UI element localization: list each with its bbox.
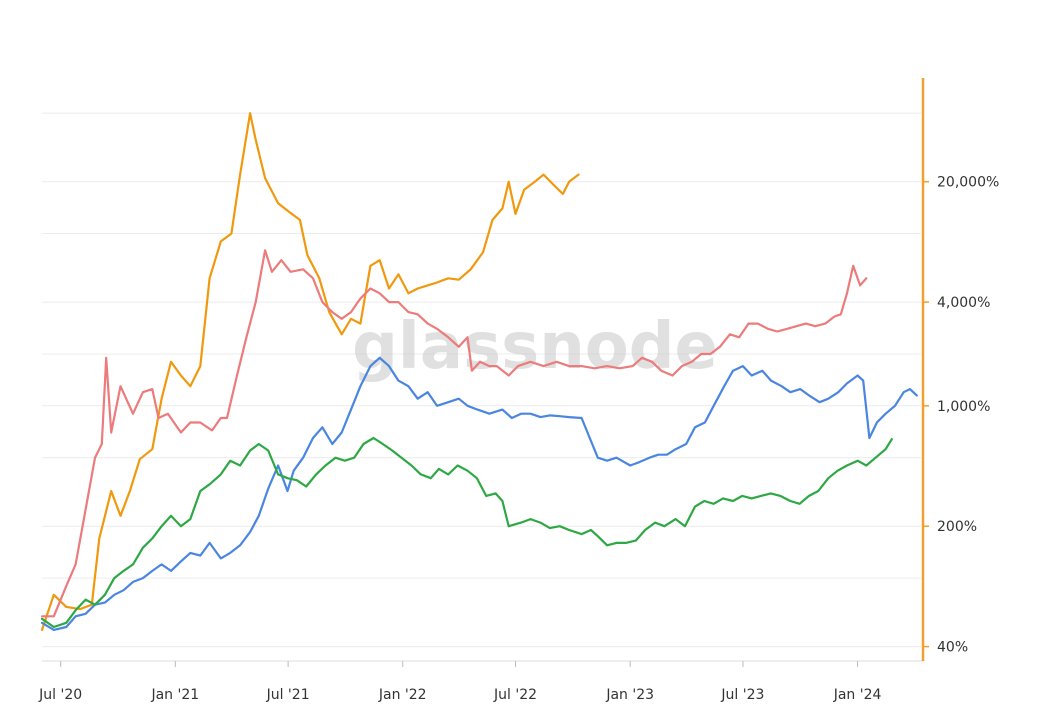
y-tick-label: 20,000% xyxy=(937,175,999,191)
series-line-2 xyxy=(40,249,868,618)
y-tick-label: 200% xyxy=(937,519,977,535)
x-tick-label: Jan '24 xyxy=(833,687,882,703)
y-tick-label: 1,000% xyxy=(937,399,990,415)
axes: Jul '20 Jan '21 Jul '21 Jan '22 Jul '22 Jan '… xyxy=(38,78,999,703)
x-tick-label: Jan '21 xyxy=(150,687,199,703)
series-line-1 xyxy=(40,112,580,632)
x-tick-label: Jul '23 xyxy=(720,687,764,703)
gridlines xyxy=(42,112,921,648)
x-tick-label: Jul '20 xyxy=(38,687,82,703)
x-tick-label: Jul '22 xyxy=(493,687,537,703)
series-line-4 xyxy=(40,436,893,629)
series-lines xyxy=(40,112,918,632)
x-tick-label: Jan '23 xyxy=(605,687,654,703)
y-tick-label: 40% xyxy=(937,640,968,656)
y-tick-label: 4,000% xyxy=(937,295,990,311)
x-tick-label: Jan '22 xyxy=(378,687,427,703)
x-tick-label: Jul '21 xyxy=(266,687,310,703)
series-line-3 xyxy=(40,356,918,632)
watermark-text: glassnode xyxy=(352,310,718,384)
